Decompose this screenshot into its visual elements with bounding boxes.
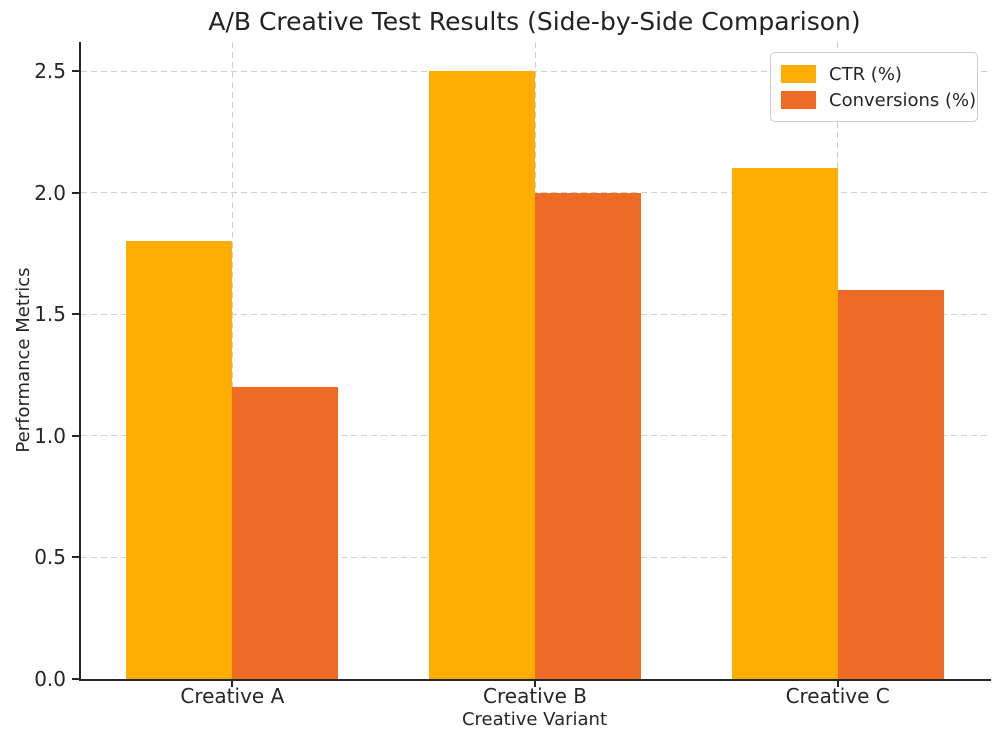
y-axis-tick — [72, 678, 79, 680]
y-tick-label: 2.5 — [34, 59, 66, 84]
legend-item-ctr: CTR (%) — [781, 61, 967, 87]
x-tick-label: Creative C — [785, 684, 890, 708]
legend-label-ctr: CTR (%) — [829, 63, 902, 85]
bar-ctr-creative-b — [429, 71, 535, 679]
bar-ctr-creative-a — [126, 241, 233, 679]
ctr-series-swatch — [781, 65, 816, 83]
x-axis-tick — [231, 681, 234, 687]
bar-ctr-creative-c — [731, 168, 838, 679]
bar-conversions-creative-a — [232, 387, 339, 679]
bar-conversions-creative-c — [837, 289, 944, 679]
y-axis-tick — [72, 313, 79, 316]
y-axis-spine — [79, 42, 81, 681]
y-axis-tick — [72, 434, 79, 437]
y-axis-label: Performance Metrics — [13, 267, 34, 453]
y-tick-label: 0.0 — [34, 667, 66, 691]
legend-label-conversions: Conversions (%) — [829, 89, 977, 111]
x-tick-label: Creative B — [483, 684, 587, 708]
x-axis-tick — [836, 681, 839, 687]
x-tick-label: Creative A — [180, 684, 285, 708]
x-axis-label: Creative Variant — [461, 709, 608, 730]
conversions-series-swatch — [781, 91, 816, 109]
x-axis-spine — [79, 679, 991, 681]
bar-conversions-creative-b — [535, 192, 641, 679]
y-tick-label: 0.5 — [34, 545, 66, 570]
y-axis-tick — [72, 556, 79, 559]
y-tick-label: 1.0 — [34, 423, 66, 448]
plot-area — [81, 42, 989, 679]
legend: CTR (%) Conversions (%) — [770, 52, 978, 122]
legend-item-conversions: Conversions (%) — [781, 87, 976, 113]
y-axis-tick — [72, 70, 79, 73]
y-tick-label: 2.0 — [34, 180, 66, 205]
gridline-vertical — [231, 42, 233, 679]
y-axis-tick — [72, 191, 79, 194]
x-axis-tick — [534, 681, 536, 687]
y-tick-label: 1.5 — [34, 302, 66, 327]
chart-title: A/B Creative Test Results (Side-by-Side … — [208, 7, 861, 36]
